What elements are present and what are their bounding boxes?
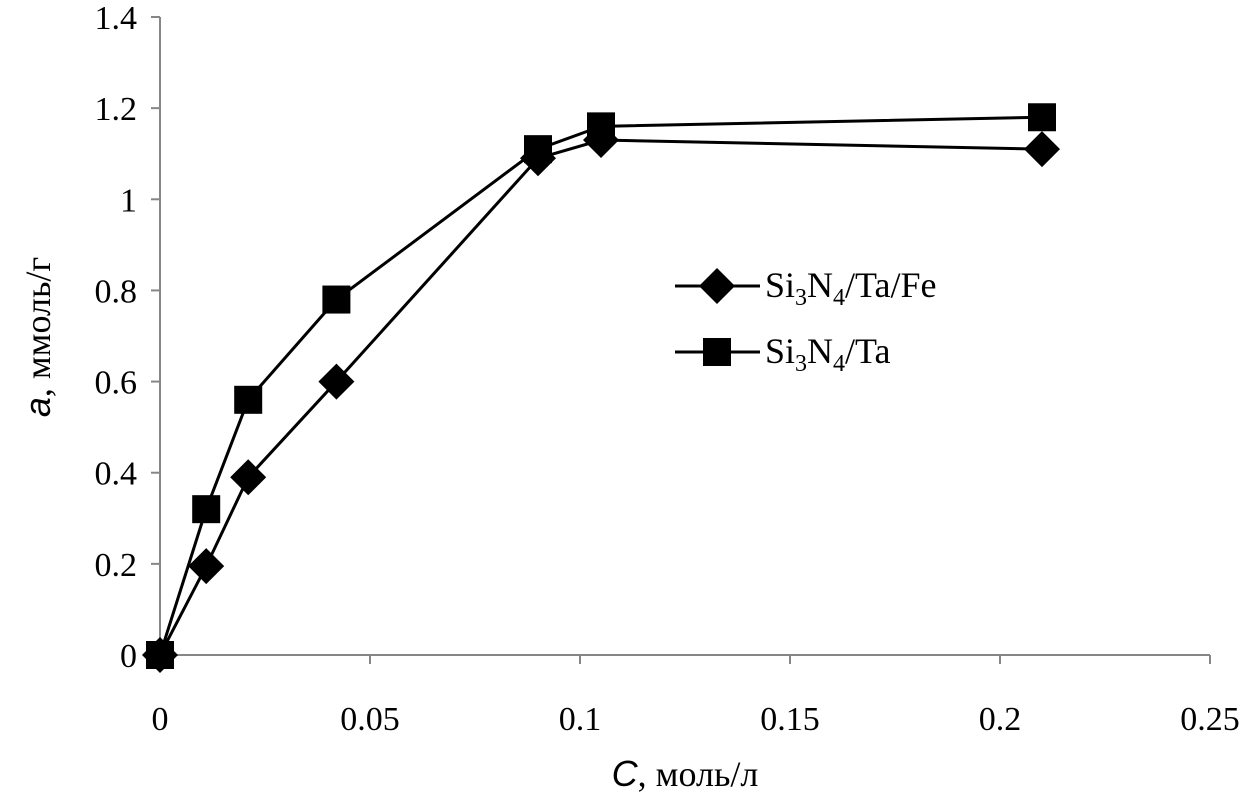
y-tick-label: 1.4 <box>95 0 138 37</box>
series-layer <box>142 103 1060 673</box>
legend-label: Si3N4/Ta/Fe <box>765 265 937 311</box>
y-axis-symbol: a <box>17 397 58 417</box>
axes: 0 0.2 0.4 0.6 0.8 1 1.2 1.4 0 0.05 0.1 0.15 0.2 0.25 <box>95 0 1240 738</box>
legend: Si3N4/Ta/Fe Si3N4/Ta <box>675 265 937 377</box>
data-point-square <box>146 641 174 669</box>
x-tick-label: 0.2 <box>979 701 1022 738</box>
y-axis-unit: , ммоль/г <box>18 257 58 397</box>
y-tick-label: 0.6 <box>95 365 138 402</box>
legend-label: Si3N4/Ta <box>765 331 891 377</box>
data-point-diamond <box>230 459 267 496</box>
data-point-square <box>234 385 263 414</box>
data-point-diamond <box>699 268 735 304</box>
data-point-square <box>192 495 221 524</box>
x-tick-label: 0 <box>152 701 169 738</box>
y-tick-label: 1 <box>120 182 137 219</box>
y-tick-label: 1.2 <box>95 91 138 128</box>
x-tick-label: 0.25 <box>1180 701 1240 738</box>
series-si3n4-ta-fe <box>142 122 1060 673</box>
series-line <box>158 115 1043 656</box>
series-si3n4-ta <box>146 103 1056 669</box>
data-point-diamond <box>1024 131 1060 168</box>
y-tick-label: 0.4 <box>95 456 138 493</box>
x-axis-title: C, моль/л <box>612 753 759 794</box>
data-point-diamond <box>318 363 355 400</box>
y-tick-label: 0.2 <box>95 547 138 584</box>
data-point-square <box>322 285 351 314</box>
y-axis-title: a, ммоль/г <box>17 257 58 417</box>
data-point-square <box>524 135 552 164</box>
legend-entry: Si3N4/Ta <box>675 331 891 377</box>
x-tick-label: 0.15 <box>760 701 820 738</box>
data-point-square <box>587 112 615 141</box>
y-tick-label: 0.8 <box>95 273 138 310</box>
data-point-square <box>703 338 731 366</box>
series-line <box>158 138 1043 656</box>
legend-entry: Si3N4/Ta/Fe <box>675 265 937 311</box>
x-tick-label: 0.1 <box>559 701 602 738</box>
data-point-diamond <box>188 548 225 585</box>
x-axis-symbol: C <box>612 753 639 794</box>
y-tick-label: 0 <box>120 638 137 675</box>
x-axis-unit: , моль/л <box>638 754 759 794</box>
x-tick-label: 0.05 <box>340 701 400 738</box>
data-point-square <box>1028 103 1056 132</box>
